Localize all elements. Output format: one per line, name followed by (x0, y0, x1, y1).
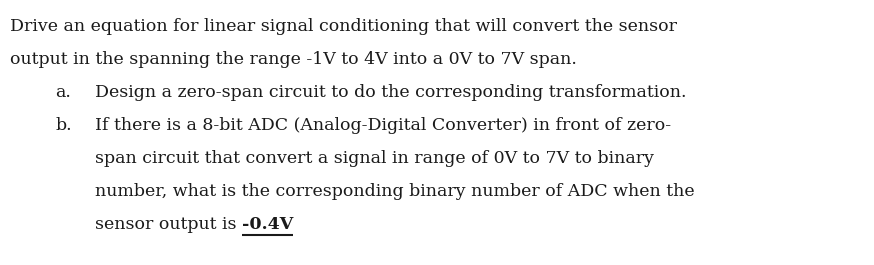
Text: a.: a. (55, 84, 71, 101)
Text: sensor output is: sensor output is (95, 216, 242, 233)
Text: -0.4V: -0.4V (242, 216, 294, 233)
Text: If there is a 8-bit ADC (Analog-Digital Converter) in front of zero-: If there is a 8-bit ADC (Analog-Digital … (95, 117, 671, 134)
Text: Design a zero-span circuit to do the corresponding transformation.: Design a zero-span circuit to do the cor… (95, 84, 686, 101)
Text: number, what is the corresponding binary number of ADC when the: number, what is the corresponding binary… (95, 183, 695, 200)
Text: output in the spanning the range -1V to 4V into a 0V to 7V span.: output in the spanning the range -1V to … (10, 51, 577, 68)
Text: Drive an equation for linear signal conditioning that will convert the sensor: Drive an equation for linear signal cond… (10, 18, 677, 35)
Text: span circuit that convert a signal in range of 0V to 7V to binary: span circuit that convert a signal in ra… (95, 150, 654, 167)
Text: b.: b. (55, 117, 72, 134)
